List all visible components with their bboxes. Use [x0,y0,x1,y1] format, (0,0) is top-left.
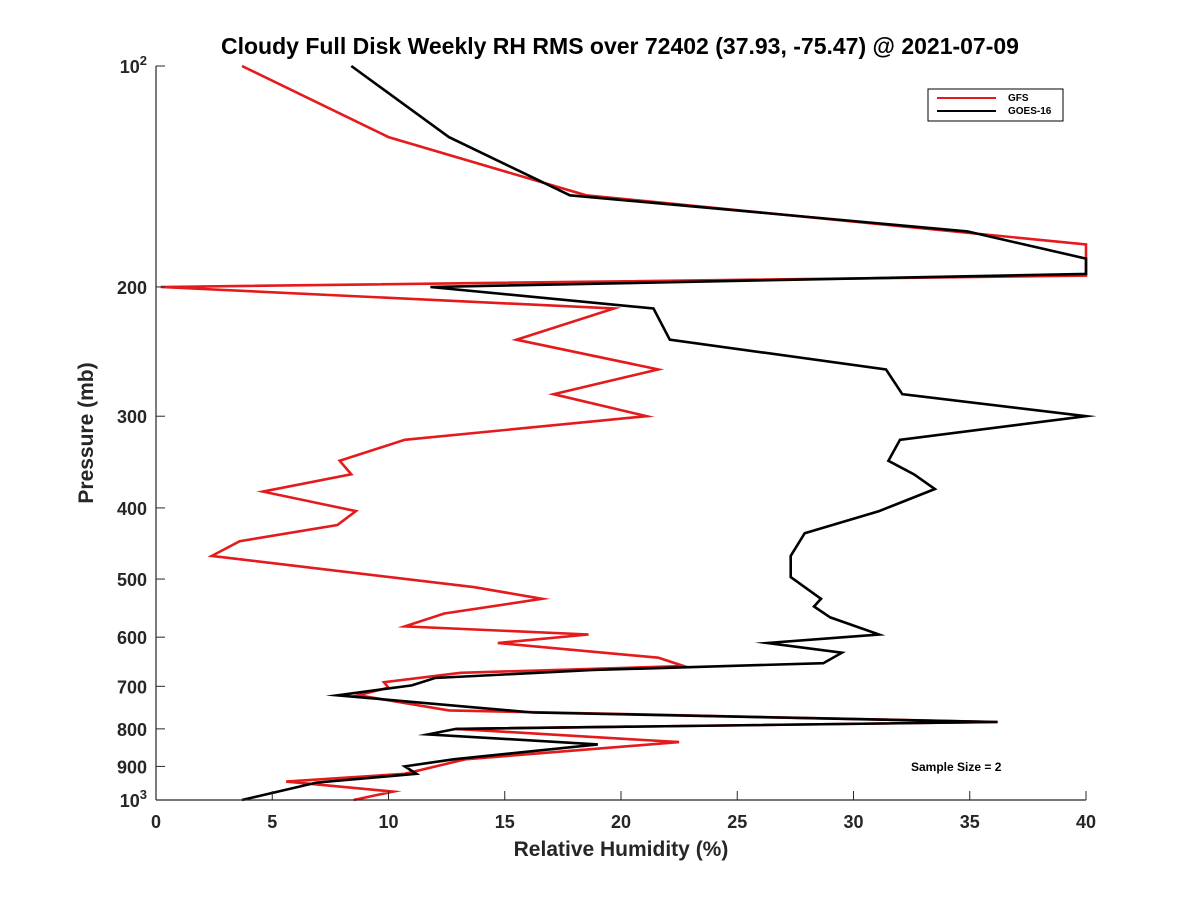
sample-size-annotation: Sample Size = 2 [911,760,1002,774]
y-tick-label: 102 [120,53,147,77]
y-tick-label: 200 [117,278,147,298]
x-tick-label: 25 [727,812,747,832]
legend-box [927,88,1064,122]
series-line-goes16 [241,64,1097,802]
y-tick-label: 900 [117,757,147,777]
plot-frame [156,66,1086,800]
series-layer [160,64,1097,802]
x-tick-label: 10 [378,812,398,832]
y-tick-label: 600 [117,628,147,648]
y-tick-label: 400 [117,499,147,519]
x-tick-label: 15 [495,812,515,832]
y-tick-label: 700 [117,677,147,697]
legend: GFS GOES-16 [927,88,1064,122]
y-tick-label: 800 [117,720,147,740]
chart-title: Cloudy Full Disk Weekly RH RMS over 7240… [221,33,1019,59]
y-axis-label: Pressure (mb) [75,362,98,503]
x-tick-label: 35 [960,812,980,832]
legend-label-goes16: GOES-16 [1008,106,1052,117]
x-tick-label: 5 [267,812,277,832]
x-tick-label: 40 [1076,812,1096,832]
x-tick-label: 30 [843,812,863,832]
x-tick-label: 0 [151,812,161,832]
y-tick-label: 500 [117,570,147,590]
y-tick-label: 300 [117,407,147,427]
x-axis-label: Relative Humidity (%) [514,838,729,861]
x-tick-label: 20 [611,812,631,832]
legend-label-gfs: GFS [1008,93,1029,104]
plot-area: 0 5 10 15 20 25 30 35 40 102 200 300 400 500 600 700 800… [117,53,1097,832]
y-tick-label: 103 [120,787,147,811]
axes-layer: 0 5 10 15 20 25 30 35 40 102 200 300 400 500 600 700 800… [117,53,1096,832]
